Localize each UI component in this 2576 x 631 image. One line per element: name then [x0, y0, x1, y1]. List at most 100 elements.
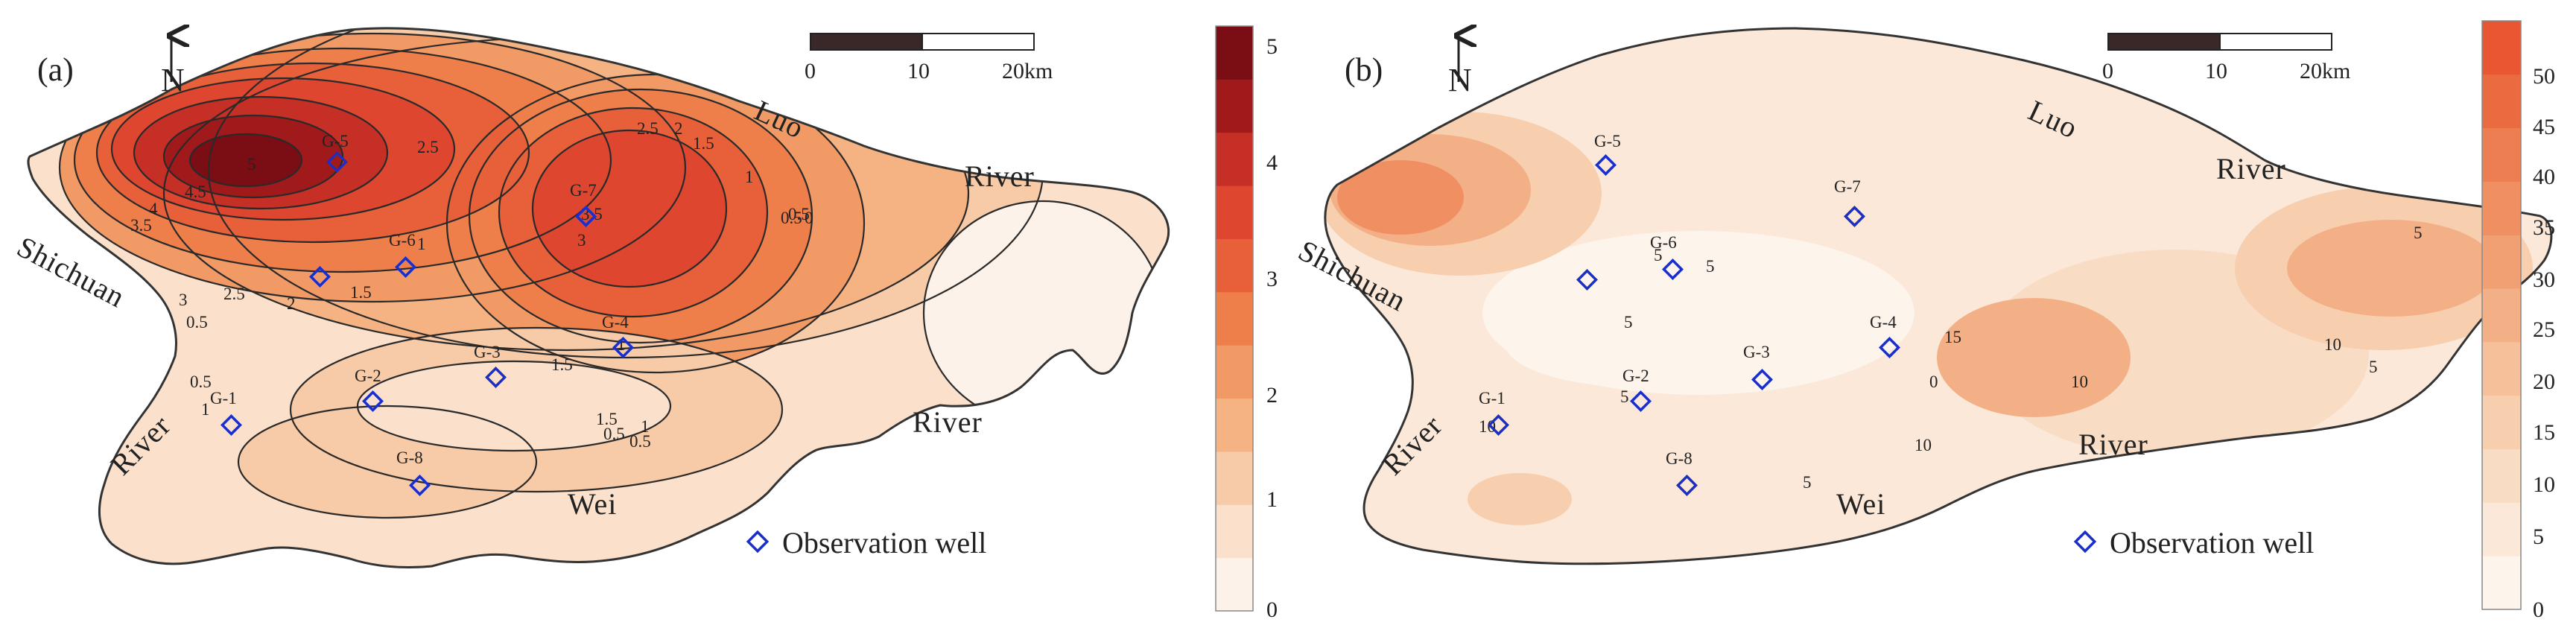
contour-label: 5: [1706, 257, 1715, 276]
observation-well-g6: G-6: [1650, 233, 1684, 280]
contour-label: 15: [1944, 328, 1961, 346]
well-label: G-8: [1666, 449, 1693, 468]
contour-label: 0.5: [603, 425, 625, 443]
panel-b-contour-labels: 5 5 5 5 10 15 10 5 10 5 0 10 5: [1479, 223, 2423, 492]
contour-label: 1: [201, 400, 210, 419]
well-label: G-7: [1834, 177, 1861, 196]
contour-label: 1: [617, 335, 626, 354]
contour-label: 1: [417, 235, 426, 253]
colorbar-swatch: [2482, 74, 2521, 129]
well-marker: [395, 256, 416, 278]
colorbar-swatch: [2482, 502, 2521, 557]
colorbar-tick: 5: [2533, 524, 2544, 549]
panel-a-north-arrow: N: [161, 36, 185, 98]
well-marker: [1630, 390, 1652, 412]
contour-label: 1.5: [693, 134, 714, 153]
colorbar-frame: [1215, 25, 1254, 612]
colorbar-swatch: [1216, 557, 1253, 612]
contour-line: [58, 32, 687, 303]
colorbar-swatch: [1216, 291, 1253, 346]
contour-line: [237, 405, 538, 519]
observation-well-g5b: [1576, 269, 1598, 291]
contour-label: 5: [2369, 358, 2378, 376]
colorbar-swatch: [1216, 451, 1253, 505]
colorbar-swatch: [2482, 341, 2521, 396]
contour-line: [110, 77, 456, 221]
contour-label: 4: [149, 200, 158, 218]
panel-b-study-area-outline: [1324, 27, 2553, 565]
colorbar-tick: 3: [1266, 267, 1278, 291]
observation-well-g5: G-5: [1594, 132, 1621, 176]
scalebar-label: 10: [2205, 59, 2227, 83]
contour-label: 0.5: [186, 313, 208, 332]
observation-well-g2: G-2: [1622, 367, 1652, 412]
observation-well-g4: G-4: [602, 313, 634, 358]
contour-label: 5: [247, 155, 256, 174]
colorbar-tick: 0: [2533, 597, 2544, 622]
colorbar-tick: 1: [1266, 487, 1278, 512]
contour-line: [531, 129, 728, 288]
panel-a-band: [190, 134, 302, 186]
panel-b-colorbar: 50 45 40 35 30 25 20 15 10 5 0: [2481, 20, 2555, 622]
well-marker: [409, 475, 431, 496]
well-label: G-3: [1743, 343, 1770, 361]
colorbar-swatches: [1216, 26, 1253, 612]
well-label: G-5: [1594, 132, 1621, 150]
panel-b-north-arrow: N: [1448, 36, 1472, 98]
panel-a-band: [358, 361, 670, 451]
well-marker: [221, 414, 242, 436]
colorbar-tick: 0: [1266, 597, 1278, 622]
contour-label: 0.5: [781, 209, 802, 227]
contour-label: 2.5: [417, 138, 439, 156]
panel-b-scalebar: 0 10 20km: [2102, 33, 2350, 83]
panel-a-study-area-outline: [27, 27, 1170, 569]
contour-label: 0: [1929, 372, 1938, 391]
panel-a-label: (a): [37, 51, 74, 88]
contour-label: 5: [1620, 387, 1629, 406]
observation-well-g5: G-5: [322, 132, 349, 173]
colorbar-swatch: [2482, 288, 2521, 343]
observation-well-g3: G-3: [474, 343, 507, 388]
panel-b-band: [1468, 473, 1572, 525]
legend-well-icon: [746, 530, 770, 554]
colorbar-swatch: [1216, 398, 1253, 452]
scalebar-segment-dark: [810, 33, 923, 51]
observation-well-g4: G-4: [1870, 313, 1900, 358]
scalebar-label: 0: [2102, 59, 2113, 83]
contour-label: 1: [745, 168, 754, 186]
scalebar-label: 20km: [2300, 59, 2350, 83]
panel-a-colorbar: 5 4 3 2 1 0: [1215, 25, 1278, 622]
panel-b-band: [1505, 298, 1773, 387]
well-marker: [612, 337, 634, 358]
colorbar-swatch: [1216, 26, 1253, 80]
contour-label: 4.5: [185, 183, 206, 201]
well-label: G-2: [355, 367, 381, 385]
contour-label: 1.5: [350, 283, 372, 302]
contour-line: [162, 114, 344, 199]
contour-label: 3.5: [130, 216, 152, 235]
colorbar-tick: 40: [2533, 165, 2555, 189]
colorbar-swatch: [2482, 395, 2521, 450]
observation-well-g6b: [309, 266, 331, 288]
contour-line: [95, 62, 530, 244]
legend-label: Observation well: [782, 526, 986, 559]
colorbar-swatch: [1216, 238, 1253, 293]
contour-label: 3: [179, 291, 188, 309]
observation-well-g6: G-6: [389, 231, 416, 278]
panel-b-band: [1937, 298, 2131, 417]
north-arrow-label: N: [1448, 62, 1472, 98]
well-marker: [1751, 369, 1773, 390]
contour-line: [188, 133, 303, 188]
contour-label: 1.5: [596, 410, 618, 428]
contour-label: 10: [2324, 335, 2341, 354]
well-label: G-3: [474, 343, 501, 361]
well-label: G-4: [1870, 313, 1897, 332]
scalebar-segment-dark: [2107, 33, 2221, 51]
well-marker: [1844, 206, 1865, 227]
observation-well-g7: G-7: [570, 181, 597, 227]
contour-label: 5: [2414, 223, 2423, 242]
contour-line: [468, 88, 813, 344]
panel-a-scalebar: 0 10 20km: [805, 33, 1053, 83]
scalebar-label: 20km: [1002, 59, 1053, 83]
